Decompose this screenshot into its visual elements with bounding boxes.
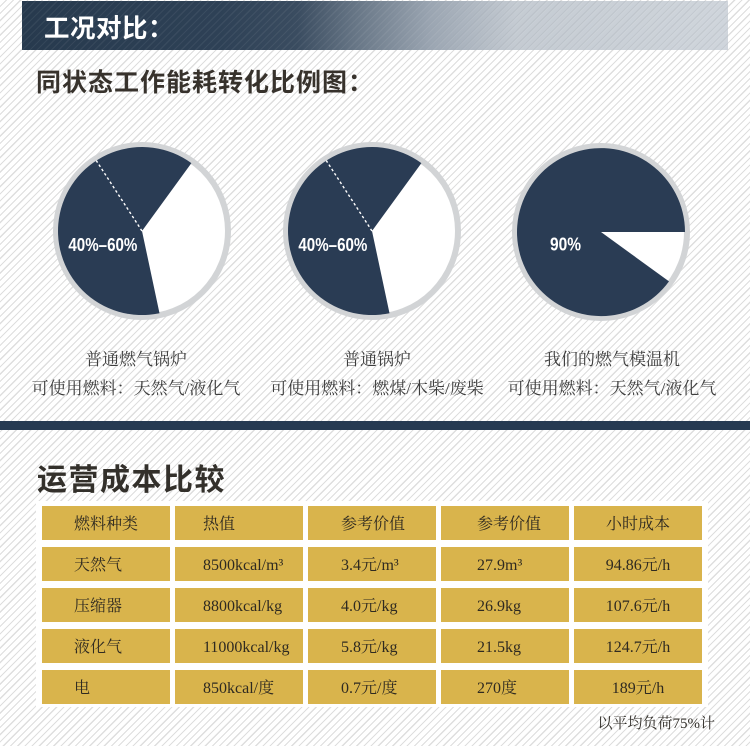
- svg-text:90%: 90%: [550, 234, 581, 255]
- svg-text:40%–60%: 40%–60%: [68, 234, 137, 255]
- svg-text:40%–60%: 40%–60%: [298, 234, 367, 255]
